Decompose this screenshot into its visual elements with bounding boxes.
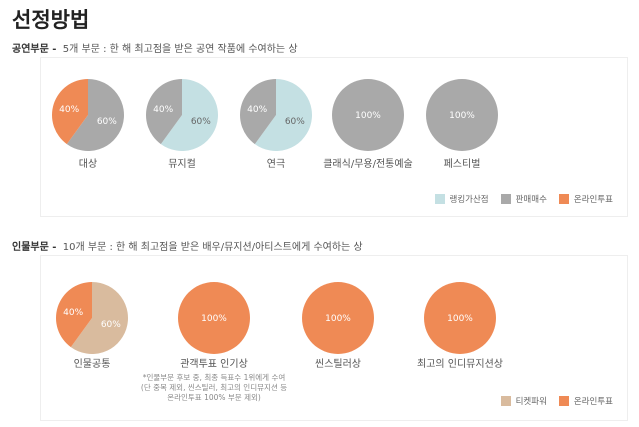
pie-slice-label: 40%: [63, 308, 83, 318]
pie-label: 페스티벌: [443, 159, 481, 170]
pie-slice-label: 40%: [153, 105, 173, 115]
pie-chart: 100%: [424, 282, 496, 354]
performance-chart-box: [40, 57, 628, 217]
legend-item: 판매매수: [500, 193, 547, 205]
pie-slice-online: [178, 282, 250, 354]
pie-slice-label: 100%: [325, 314, 351, 324]
note-line: 온라인투표 100% 부문 제외): [167, 393, 261, 402]
pie-chart: 60% 40%: [146, 79, 218, 151]
legend: 랭킹가산점 판매매수 온라인투표: [434, 193, 613, 205]
pie-label: 씬스틸러상: [315, 359, 361, 370]
person-desc: 10개 부문 : 한 해 최고점을 받은 배우/뮤지션/아티스트에게 수여하는 …: [62, 242, 363, 253]
pie-slice-ticket: [70, 282, 128, 354]
person-section-heading: 인물부문 - 10개 부문 : 한 해 최고점을 받은 배우/뮤지션/아티스트에…: [12, 238, 363, 253]
pie-slice-label: 100%: [447, 314, 473, 324]
pie-slice-sales: [146, 79, 182, 145]
legend-label: 랭킹가산점: [449, 195, 489, 205]
legend-item: 온라인투표: [558, 395, 613, 407]
pie-slice-label: 60%: [285, 117, 305, 127]
pie-slice-label: 60%: [101, 320, 121, 330]
note-line: (단 중복 제외, 씬스틸러, 최고의 인디뮤지션 등: [140, 383, 288, 392]
pie-slice-ranking: [160, 79, 218, 151]
pie-chart: 60% 40%: [56, 282, 128, 354]
person-note: *인물부문 후보 중, 최종 득표수 1위에게 수여 (단 중복 제외, 씬스틸…: [114, 373, 314, 403]
pie-label: 대상: [78, 159, 98, 170]
pie-slice-online: [302, 282, 374, 354]
pie-slice-sales: [66, 79, 124, 151]
pie-label: 최고의 인디뮤지션상: [417, 359, 503, 370]
pie-label: 연극: [266, 159, 286, 170]
legend-item: 티켓파워: [500, 395, 547, 407]
page-title: 선정방법: [12, 8, 90, 32]
pie-slice-label: 60%: [191, 117, 211, 127]
pie-chart: 100%: [178, 282, 250, 354]
legend-label: 티켓파워: [515, 397, 547, 407]
pie-label: 인물공통: [73, 359, 111, 370]
legend-swatch: [434, 194, 445, 204]
pie-slice-label: 100%: [355, 111, 381, 121]
person-heading: 인물부문 -: [12, 242, 57, 253]
legend-label: 판매매수: [515, 195, 547, 205]
pie-label: 클래식/무용/전통예술: [323, 159, 413, 170]
pie-chart: 100%: [302, 282, 374, 354]
performance-desc: 5개 부문 : 한 해 최고점을 받은 공연 작품에 수여하는 상: [62, 44, 298, 55]
pie-chart: 100%: [332, 79, 404, 151]
pie-slice-ranking: [254, 79, 312, 151]
legend-label: 온라인투표: [573, 195, 613, 205]
pie-slice-sales: [426, 79, 498, 151]
pie-slice-online: [424, 282, 496, 354]
legend-swatch: [500, 396, 511, 406]
pie-slice-sales: [240, 79, 276, 145]
pie-slice-online: [52, 79, 88, 145]
pie-chart: 100%: [426, 79, 498, 151]
pie-slice-sales: [332, 79, 404, 151]
legend-swatch: [558, 396, 569, 406]
legend-item: 온라인투표: [558, 193, 613, 205]
pie-chart: 60% 40%: [240, 79, 312, 151]
legend-item: 랭킹가산점: [434, 193, 489, 205]
pie-slice-label: 40%: [247, 105, 267, 115]
pie-slice-label: 100%: [201, 314, 227, 324]
note-line: *인물부문 후보 중, 최종 득표수 1위에게 수여: [142, 373, 286, 382]
pie-label: 뮤지컬: [168, 159, 196, 170]
pie-slice-label: 100%: [449, 111, 475, 121]
legend-swatch: [558, 194, 569, 204]
pie-chart: 60% 40%: [52, 79, 124, 151]
pie-slice-online: [56, 282, 92, 348]
performance-section-heading: 공연부문 - 5개 부문 : 한 해 최고점을 받은 공연 작품에 수여하는 상: [12, 40, 298, 55]
legend-label: 온라인투표: [573, 397, 613, 407]
performance-heading: 공연부문 -: [12, 44, 57, 55]
pie-slice-label: 60%: [97, 117, 117, 127]
legend: 티켓파워 온라인투표: [500, 395, 613, 407]
pie-slice-label: 40%: [59, 105, 79, 115]
legend-swatch: [500, 194, 511, 204]
pie-label: 관객투표 인기상: [180, 359, 248, 370]
